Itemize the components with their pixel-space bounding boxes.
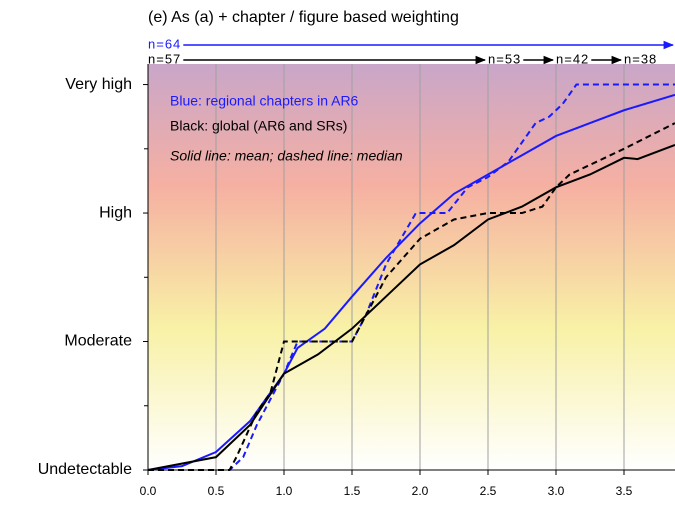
y-tick-label: High <box>99 204 132 221</box>
series-line <box>147 93 675 471</box>
plot-background <box>148 64 675 470</box>
x-tick-label: 0.5 <box>208 484 225 498</box>
sample-size-label: n=64 <box>148 36 181 51</box>
x-tick-label: 2.5 <box>480 484 497 498</box>
x-tick-label: 3.0 <box>548 484 565 498</box>
y-tick-label: Undetectable <box>38 461 132 478</box>
x-tick-label: 0.0 <box>140 484 157 498</box>
chart-title: (e) As (a) + chapter / figure based weig… <box>148 9 459 26</box>
sample-size-label: n=38 <box>624 51 657 66</box>
y-tick-label: Moderate <box>64 333 132 350</box>
x-tick-label: 1.5 <box>344 484 361 498</box>
legend-text: Blue: regional chapters in AR6 <box>170 93 359 109</box>
legend-text: Black: global (AR6 and SRs) <box>170 118 347 134</box>
series-line <box>148 83 675 471</box>
sample-size-label: n=42 <box>556 51 589 66</box>
x-tick-label: 2.0 <box>412 484 429 498</box>
sample-size-label: n=57 <box>148 51 181 66</box>
series-line <box>148 122 675 471</box>
x-tick-label: 1.0 <box>276 484 293 498</box>
sample-size-label: n=53 <box>488 51 521 66</box>
legend-text: Solid line: mean; dashed line: median <box>170 148 403 164</box>
y-tick-label: Very high <box>65 76 132 93</box>
x-tick-label: 3.5 <box>616 484 633 498</box>
